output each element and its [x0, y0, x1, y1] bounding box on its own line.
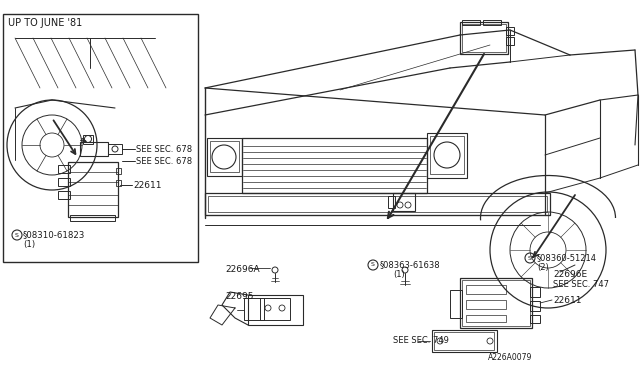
Text: UP TO JUNE '81: UP TO JUNE '81	[8, 18, 83, 28]
Bar	[462, 20, 480, 25]
Text: SEE SEC. 749: SEE SEC. 749	[393, 336, 449, 345]
Text: 22696A: 22696A	[225, 265, 260, 274]
Bar	[466, 285, 506, 294]
Bar	[466, 315, 506, 322]
Bar	[208, 196, 547, 212]
Bar	[427, 133, 467, 178]
Bar	[58, 191, 70, 199]
Text: §08360-51214: §08360-51214	[537, 253, 597, 262]
Bar	[70, 215, 115, 221]
Text: (1): (1)	[393, 270, 404, 279]
Text: 22696E: 22696E	[553, 270, 587, 279]
Text: A226A0079: A226A0079	[488, 353, 532, 362]
Bar	[460, 22, 508, 54]
Text: 22695: 22695	[225, 292, 253, 301]
Bar	[207, 138, 242, 176]
Text: SEE SEC. 678: SEE SEC. 678	[136, 145, 192, 154]
Text: SEE SEC. 747: SEE SEC. 747	[553, 280, 609, 289]
Bar	[58, 178, 70, 186]
Text: 22611: 22611	[133, 181, 161, 190]
Bar	[460, 278, 532, 328]
Bar	[506, 37, 514, 45]
Text: 22611: 22611	[553, 296, 582, 305]
Text: SEE SEC. 678: SEE SEC. 678	[136, 157, 192, 166]
Bar	[83, 135, 93, 144]
Bar	[462, 24, 506, 52]
Bar	[248, 295, 303, 325]
Bar	[432, 330, 497, 352]
Bar	[80, 142, 108, 156]
Bar	[462, 280, 530, 326]
Text: S: S	[528, 256, 532, 260]
Bar	[210, 141, 239, 172]
Bar	[530, 301, 540, 311]
Bar	[260, 298, 290, 320]
Bar	[434, 332, 494, 350]
Bar	[483, 20, 501, 25]
Text: (1): (1)	[23, 240, 35, 249]
Bar	[116, 168, 121, 174]
Bar	[205, 193, 550, 215]
Bar	[530, 315, 540, 323]
Bar	[244, 298, 264, 320]
Text: S: S	[15, 232, 19, 237]
Bar	[450, 290, 462, 318]
Bar	[466, 300, 506, 309]
Bar	[3, 14, 198, 262]
Bar	[388, 196, 395, 208]
Bar	[506, 27, 514, 35]
Bar	[430, 136, 464, 174]
Text: S: S	[371, 263, 375, 267]
Bar	[108, 144, 122, 154]
Bar	[530, 287, 540, 297]
Bar	[68, 162, 118, 217]
Text: (2): (2)	[537, 263, 548, 272]
Text: §08363-61638: §08363-61638	[380, 260, 440, 269]
Bar	[58, 165, 70, 173]
Bar	[116, 180, 121, 186]
Bar	[393, 193, 415, 211]
Text: §08310-61823: §08310-61823	[23, 230, 85, 239]
Bar	[242, 138, 427, 193]
